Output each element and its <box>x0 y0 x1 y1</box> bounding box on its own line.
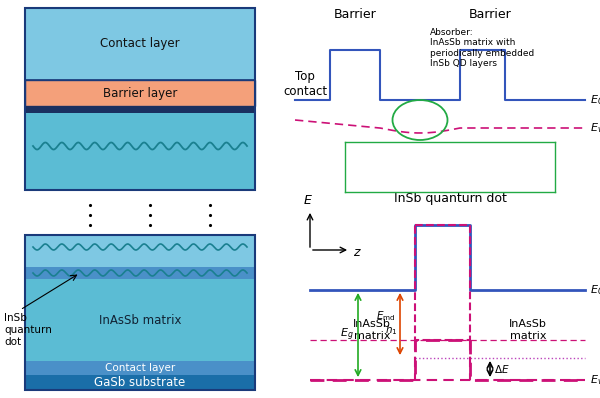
Text: $E_v$: $E_v$ <box>590 121 600 135</box>
Text: Contact layer: Contact layer <box>105 363 175 373</box>
Text: InAsSb
matrix: InAsSb matrix <box>353 319 391 341</box>
Text: Absorber:
InAsSb matrix with
periodically embedded
InSb QD layers: Absorber: InAsSb matrix with periodicall… <box>430 28 534 68</box>
Bar <box>25 235 255 390</box>
Text: Barrier: Barrier <box>469 8 511 21</box>
Bar <box>25 8 255 190</box>
Bar <box>25 80 255 106</box>
Bar <box>415 225 470 340</box>
Text: Barrier: Barrier <box>334 8 376 21</box>
Bar <box>25 235 255 267</box>
Text: $z$: $z$ <box>353 246 362 258</box>
Bar <box>25 8 255 80</box>
Bar <box>25 267 255 279</box>
Bar <box>25 361 255 375</box>
Text: $E_v$: $E_v$ <box>590 373 600 387</box>
Text: $E_g$: $E_g$ <box>340 327 354 343</box>
Bar <box>25 279 255 361</box>
Text: InAsSb matrix: InAsSb matrix <box>99 314 181 326</box>
Text: InSb quanturn dot: InSb quanturn dot <box>394 192 506 205</box>
Text: GaSb substrate: GaSb substrate <box>94 376 185 389</box>
Bar <box>25 106 255 113</box>
Text: InSb
quanturn
dot: InSb quanturn dot <box>4 313 52 347</box>
Text: $E_C$: $E_C$ <box>590 283 600 297</box>
Bar <box>25 113 255 190</box>
Bar <box>25 375 255 390</box>
Text: Top
contact: Top contact <box>283 70 327 98</box>
Text: InAsSb
matrix: InAsSb matrix <box>509 319 547 341</box>
Text: Barrier layer: Barrier layer <box>103 86 177 100</box>
Text: $E_C$: $E_C$ <box>590 93 600 107</box>
Text: $E$: $E$ <box>303 194 313 207</box>
Text: $E_{\rm md}$: $E_{\rm md}$ <box>376 309 396 323</box>
Text: Contact layer: Contact layer <box>100 37 180 51</box>
Text: $\Delta E$: $\Delta E$ <box>494 363 509 375</box>
Text: $h_1$: $h_1$ <box>385 323 398 337</box>
